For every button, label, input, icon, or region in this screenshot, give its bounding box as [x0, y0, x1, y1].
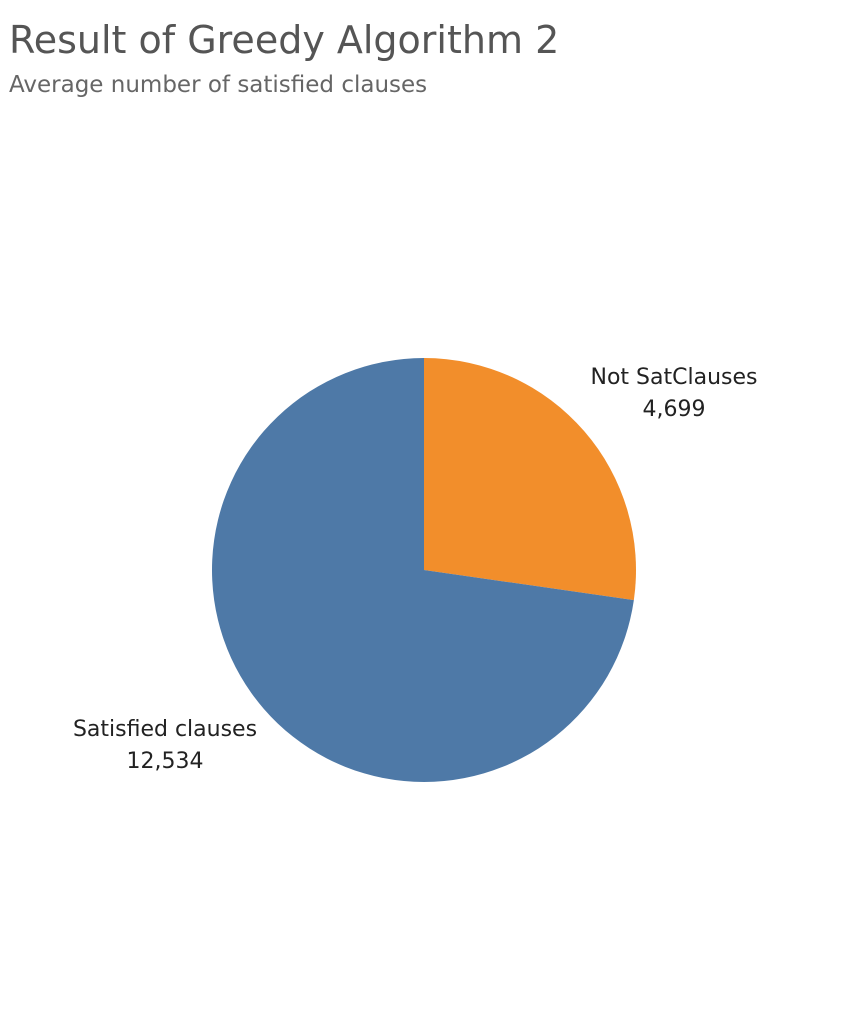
chart-subtitle: Average number of satisfied clauses	[9, 72, 428, 98]
slice-label-not-satclauses: Not SatClauses 4,699	[591, 362, 758, 426]
pie-slice-satisfied-clauses[interactable]	[211, 358, 634, 782]
pie-slice-not-satclauses[interactable]	[424, 358, 636, 601]
slice-label-name: Not SatClauses	[590, 365, 758, 390]
chart-title: Result of Greedy Algorithm 2	[9, 18, 560, 62]
slice-label-value: 4,699	[642, 397, 706, 422]
slice-label-satisfied-clauses: Satisfied clauses 12,534	[73, 714, 257, 778]
slice-label-value: 12,534	[126, 749, 204, 774]
slice-label-name: Satisfied clauses	[72, 717, 258, 742]
